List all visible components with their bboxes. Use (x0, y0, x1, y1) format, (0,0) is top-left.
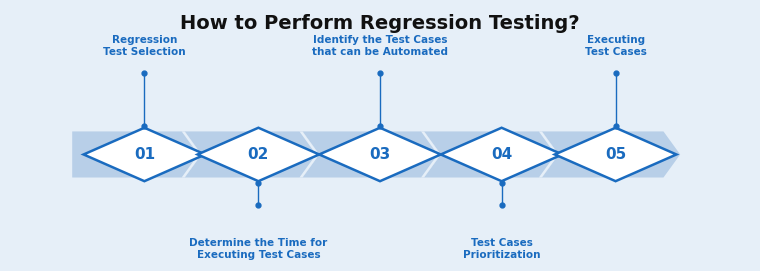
Polygon shape (198, 128, 319, 181)
Polygon shape (182, 131, 201, 178)
Text: How to Perform Regression Testing?: How to Perform Regression Testing? (180, 14, 580, 33)
Text: Regression
Test Selection: Regression Test Selection (103, 35, 185, 57)
Polygon shape (185, 131, 319, 178)
Polygon shape (299, 131, 319, 178)
Text: Test Cases
Prioritization: Test Cases Prioritization (463, 238, 540, 260)
Text: Identify the Test Cases
that can be Automated: Identify the Test Cases that can be Auto… (312, 35, 448, 57)
Text: 03: 03 (369, 147, 391, 162)
Polygon shape (441, 128, 562, 181)
Polygon shape (424, 131, 559, 178)
Polygon shape (84, 128, 205, 181)
Polygon shape (539, 131, 559, 178)
Polygon shape (302, 131, 441, 178)
Polygon shape (542, 131, 680, 178)
Text: 02: 02 (248, 147, 269, 162)
Text: 01: 01 (134, 147, 155, 162)
Text: Executing
Test Cases: Executing Test Cases (584, 35, 647, 57)
Polygon shape (319, 128, 441, 181)
Text: 05: 05 (605, 147, 626, 162)
Text: 04: 04 (491, 147, 512, 162)
Polygon shape (72, 131, 201, 178)
Text: Determine the Time for
Executing Test Cases: Determine the Time for Executing Test Ca… (189, 238, 328, 260)
Polygon shape (421, 131, 441, 178)
Polygon shape (555, 128, 676, 181)
